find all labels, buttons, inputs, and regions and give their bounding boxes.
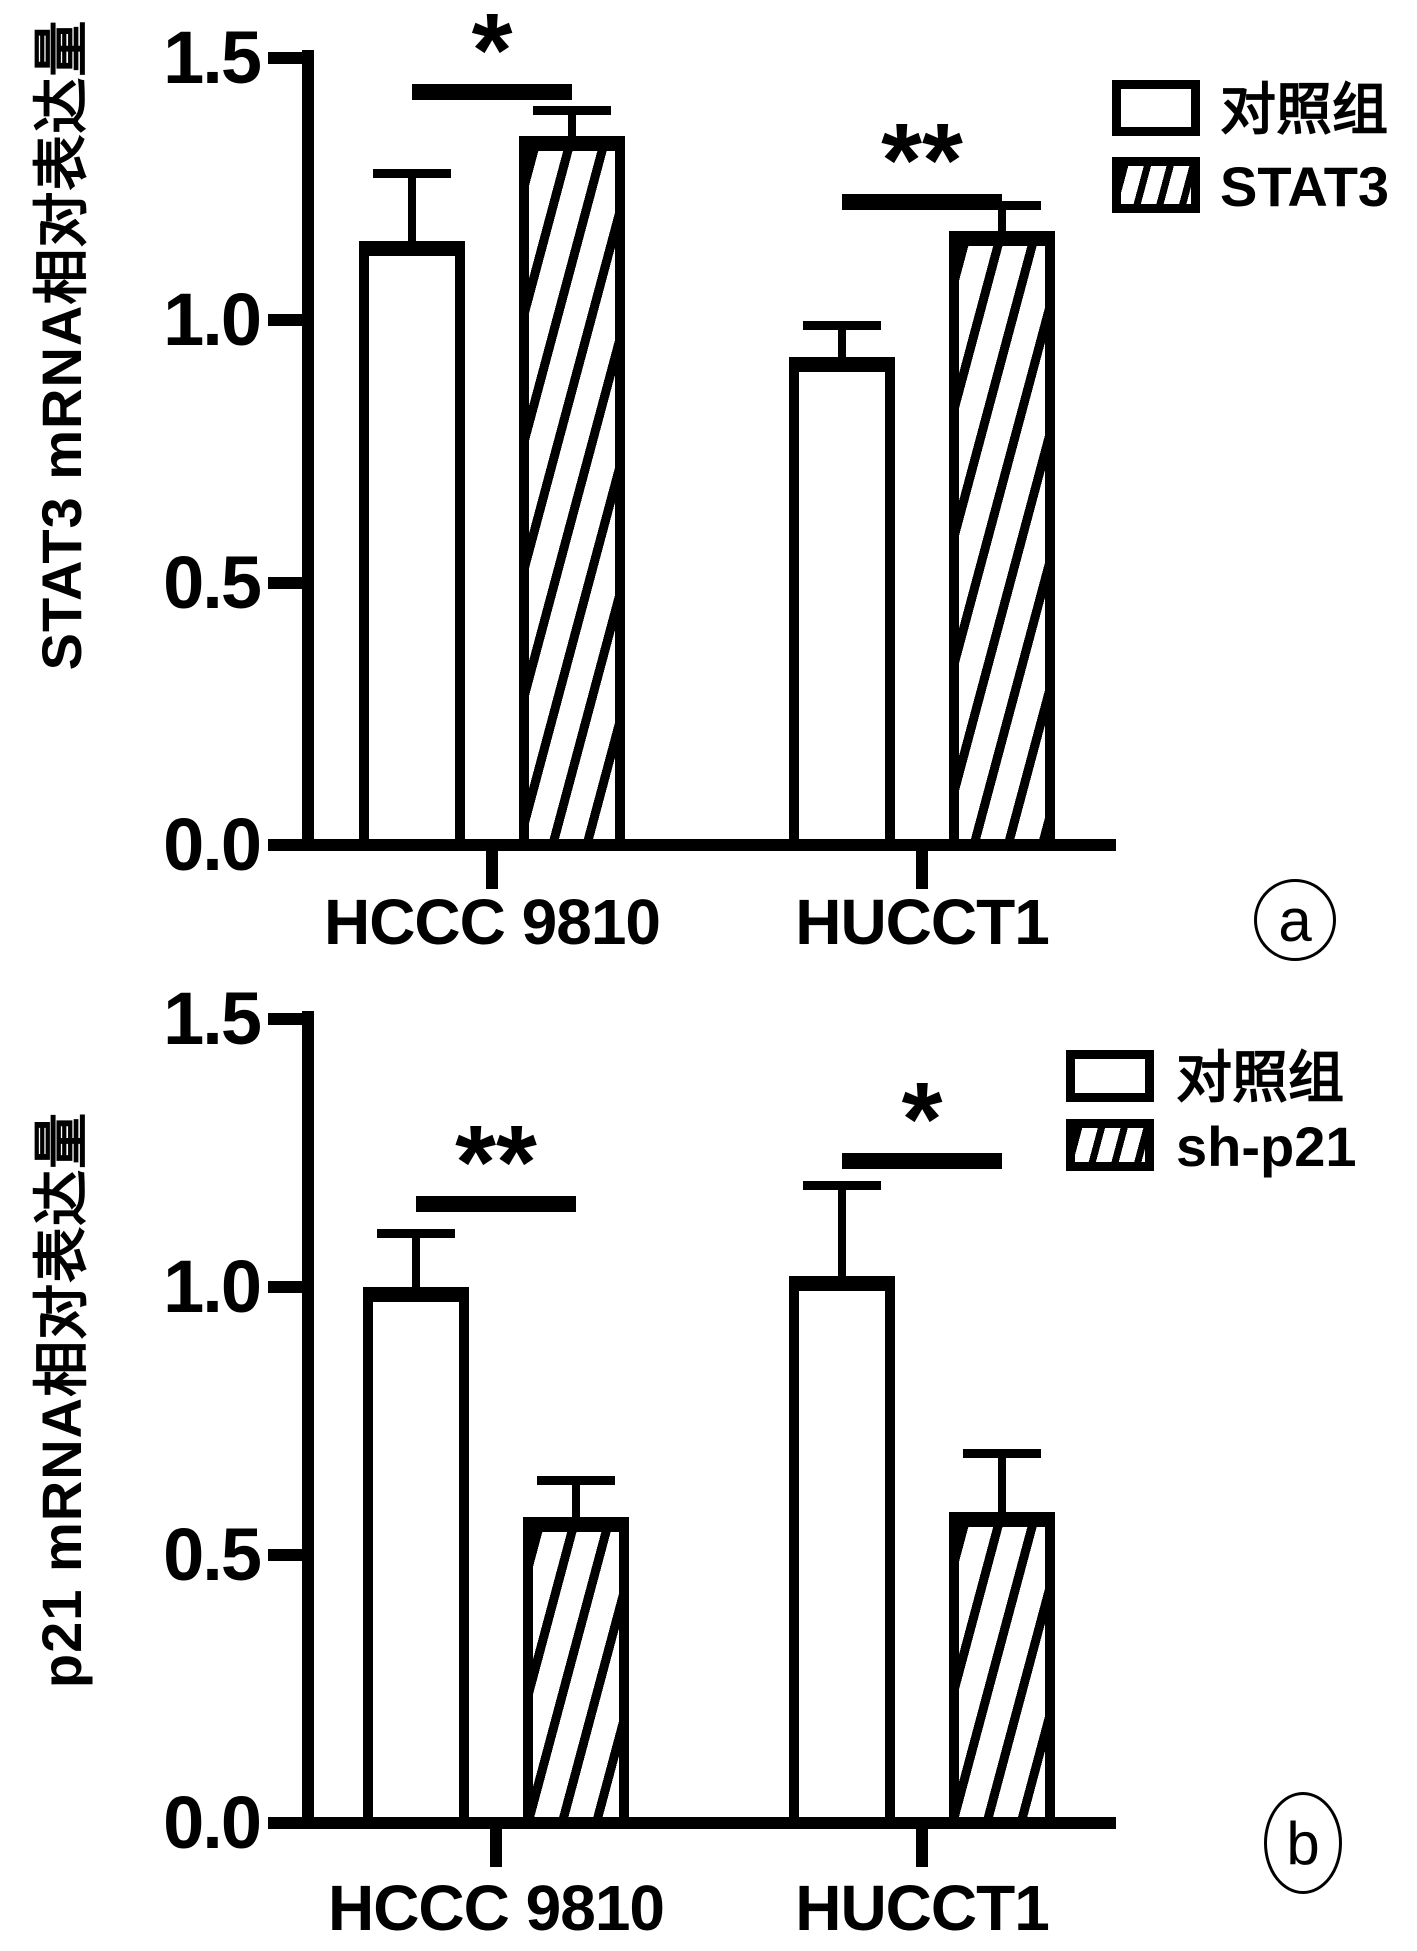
legend-swatch-hatched xyxy=(1112,157,1200,213)
error-bar-stem xyxy=(998,205,1006,235)
error-bar-stem xyxy=(838,325,846,361)
panel-marker-a: a xyxy=(1254,879,1336,961)
error-bar-stem xyxy=(838,1185,846,1280)
x-axis-line xyxy=(268,1817,1116,1829)
significance-stars: * xyxy=(471,0,513,109)
error-bar-cap xyxy=(537,1476,615,1485)
significance-bracket xyxy=(842,1153,1002,1169)
y-axis-title-b: p21 mRNA相对表达量 xyxy=(30,1111,93,1689)
y-tick-label: 0.0 xyxy=(163,803,262,886)
legend-label: 对照组 xyxy=(1220,78,1388,141)
y-axis-tick xyxy=(268,577,308,589)
y-axis-tick xyxy=(268,52,308,64)
error-bar-stem xyxy=(408,173,416,245)
bar-hatched-group1 xyxy=(949,231,1055,849)
significance-stars: * xyxy=(901,1061,943,1178)
x-category-label: HUCCT1 xyxy=(795,1872,1050,1944)
y-tick-label: 1.5 xyxy=(163,16,262,99)
y-axis-tick xyxy=(268,1281,308,1293)
panel-marker-b: b xyxy=(1264,1792,1342,1894)
y-tick-label: 0.0 xyxy=(163,1781,262,1864)
bar-control-group1 xyxy=(789,1276,895,1827)
legend-label: sh-p21 xyxy=(1176,1115,1357,1178)
error-bar-cap xyxy=(963,201,1041,210)
x-axis-group-tick xyxy=(916,1829,928,1867)
y-axis-tick xyxy=(268,1549,308,1561)
legend-label: STAT3 xyxy=(1220,155,1390,218)
y-tick-label: 1.5 xyxy=(163,977,262,1060)
panel-marker-a-letter: a xyxy=(1278,886,1312,954)
y-axis-tick xyxy=(268,314,308,326)
error-bar-cap xyxy=(373,169,451,178)
bar-hatched-group0 xyxy=(523,1517,629,1827)
error-bar-stem xyxy=(412,1233,420,1291)
y-axis-tick xyxy=(268,1013,308,1025)
significance-bracket xyxy=(842,194,1002,210)
y-tick-label: 0.5 xyxy=(163,1513,262,1596)
error-bar-cap xyxy=(377,1229,455,1238)
legend-swatch-hatched xyxy=(1066,1119,1154,1171)
bar-control-group1 xyxy=(789,357,895,849)
error-bar-stem xyxy=(568,110,576,140)
error-bar-stem xyxy=(572,1480,580,1521)
x-axis-group-tick xyxy=(916,851,928,889)
significance-bracket xyxy=(416,1196,576,1212)
panel-marker-b-letter: b xyxy=(1286,1809,1320,1877)
error-bar-cap xyxy=(803,321,881,330)
y-tick-label: 1.0 xyxy=(163,1245,262,1328)
y-axis-line xyxy=(302,1011,314,1829)
bar-hatched-group0 xyxy=(519,136,625,849)
x-axis-group-tick xyxy=(490,1829,502,1867)
significance-bracket xyxy=(412,84,572,100)
significance-stars: ** xyxy=(455,1104,537,1221)
x-category-label: HCCC 9810 xyxy=(323,886,661,958)
y-tick-label: 1.0 xyxy=(163,278,262,361)
error-bar-stem xyxy=(998,1453,1006,1516)
legend-swatch-control xyxy=(1112,80,1200,136)
significance-stars: ** xyxy=(881,102,963,219)
y-tick-label: 0.5 xyxy=(163,541,262,624)
x-category-label: HUCCT1 xyxy=(795,886,1050,958)
error-bar-cap xyxy=(963,1449,1041,1458)
bar-hatched-group1 xyxy=(949,1512,1055,1827)
x-axis-group-tick xyxy=(486,851,498,889)
bar-control-group0 xyxy=(359,241,465,849)
error-bar-cap xyxy=(803,1181,881,1190)
y-axis-line xyxy=(302,50,314,851)
bar-control-group0 xyxy=(363,1287,469,1827)
x-axis-line xyxy=(268,839,1116,851)
legend-swatch-control xyxy=(1066,1050,1154,1102)
legend-label: 对照组 xyxy=(1176,1046,1344,1109)
error-bar-cap xyxy=(533,106,611,115)
x-category-label: HCCC 9810 xyxy=(327,1872,665,1944)
